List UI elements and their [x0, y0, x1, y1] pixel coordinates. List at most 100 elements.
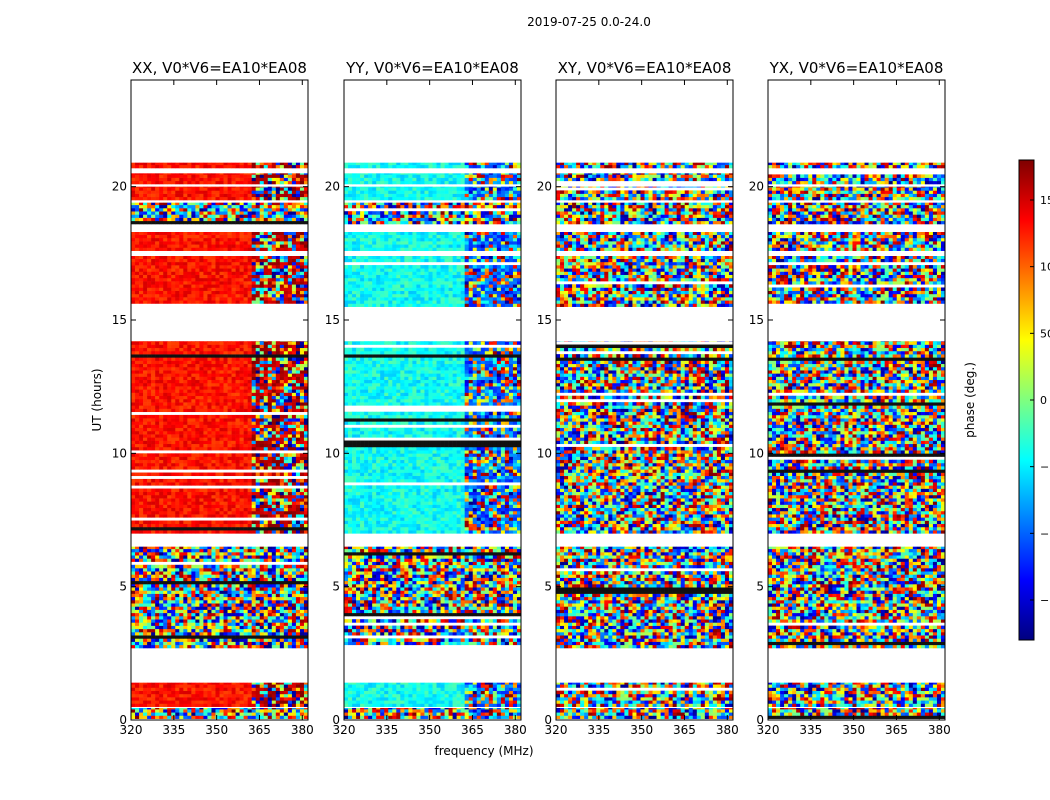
heatmap-cell — [203, 593, 208, 598]
heatmap-cell — [151, 580, 156, 585]
heatmap-cell — [235, 389, 240, 393]
heatmap-cell — [223, 287, 228, 291]
heatmap-cell — [215, 379, 220, 384]
heatmap-cell — [227, 494, 232, 499]
heatmap-cell — [303, 418, 309, 422]
heatmap-cell — [247, 693, 252, 698]
heatmap-cell — [215, 635, 220, 639]
heatmap-cell — [295, 548, 301, 553]
heatmap-cell — [187, 596, 192, 601]
heatmap-cell — [267, 684, 273, 688]
heatmap-cell — [219, 603, 224, 607]
heatmap-cell — [291, 284, 297, 288]
heatmap-cell — [203, 290, 208, 295]
heatmap-cell — [219, 261, 224, 266]
heatmap-cell — [183, 261, 188, 266]
heatmap-cell — [287, 709, 293, 713]
heatmap-cell — [259, 427, 265, 432]
heatmap-cell — [271, 546, 277, 550]
heatmap-cell — [163, 344, 168, 349]
heatmap-cell — [155, 644, 160, 649]
heatmap-cell — [179, 571, 184, 575]
heatmap-cell — [239, 386, 244, 390]
heatmap-cell — [143, 504, 148, 509]
heatmap-cell — [199, 277, 204, 282]
heatmap-cell — [207, 256, 212, 259]
heatmap-cell — [215, 247, 220, 251]
heatmap-cell — [283, 344, 289, 349]
heatmap-cell — [299, 491, 305, 496]
heatmap-cell — [295, 644, 301, 649]
heatmap-cell — [135, 386, 140, 390]
heatmap-cell — [159, 347, 164, 352]
heatmap-cell — [207, 703, 212, 707]
heatmap-cell — [223, 453, 228, 457]
heatmap-cell — [171, 350, 176, 355]
heatmap-cell — [283, 274, 289, 279]
heatmap-cell — [283, 552, 289, 556]
heatmap-cell — [195, 446, 200, 451]
heatmap-cell — [143, 281, 148, 285]
heatmap-cell — [275, 366, 281, 371]
heatmap-cell — [151, 382, 156, 387]
heatmap-cell — [187, 587, 192, 591]
heatmap-cell — [155, 609, 160, 614]
heatmap-cell — [191, 552, 196, 556]
heatmap-cell — [199, 258, 204, 263]
heatmap-cell — [251, 501, 256, 505]
heatmap-cell — [271, 632, 277, 636]
heatmap-cell — [259, 501, 265, 505]
heatmap-cell — [215, 382, 220, 387]
heatmap-cell — [223, 690, 228, 695]
heatmap-cell — [199, 682, 204, 685]
heatmap-cell — [159, 256, 164, 259]
heatmap-cell — [271, 603, 277, 607]
heatmap-cell — [223, 507, 228, 512]
heatmap-cell — [271, 568, 277, 572]
heatmap-cell — [199, 488, 204, 493]
heatmap-cell — [247, 715, 252, 719]
heatmap-cell — [183, 530, 188, 534]
heatmap-cell — [227, 256, 232, 259]
heatmap-cell — [163, 402, 168, 406]
heatmap-cell — [147, 552, 152, 556]
heatmap-cell — [275, 687, 281, 691]
heatmap-cell — [255, 600, 261, 604]
heatmap-cell — [159, 641, 164, 646]
heatmap-cell — [251, 271, 256, 275]
heatmap-cell — [231, 558, 236, 562]
heatmap-cell — [263, 418, 269, 422]
heatmap-cell — [159, 277, 164, 282]
heatmap-cell — [251, 587, 256, 591]
heatmap-cell — [215, 504, 220, 509]
heatmap-cell — [155, 354, 160, 358]
heatmap-cell — [195, 590, 200, 594]
heatmap-cell — [195, 357, 200, 361]
heatmap-cell — [235, 366, 240, 371]
heatmap-cell — [179, 478, 184, 483]
heatmap-cell — [175, 520, 180, 525]
heatmap-cell — [239, 402, 244, 406]
heatmap-cell — [147, 347, 152, 352]
heatmap-cell — [155, 258, 160, 263]
heatmap-cell — [139, 715, 144, 719]
heatmap-cell — [183, 379, 188, 384]
heatmap-cell — [267, 622, 273, 626]
heatmap-cell — [243, 395, 248, 400]
heatmap-cell — [247, 430, 252, 435]
heatmap-cell — [235, 437, 240, 441]
heatmap-cell — [155, 446, 160, 451]
heatmap-cell — [187, 644, 192, 649]
heatmap-cell — [207, 632, 212, 636]
heatmap-cell — [143, 548, 148, 553]
heatmap-cell — [179, 612, 184, 617]
heatmap-cell — [155, 379, 160, 384]
heatmap-cell — [163, 440, 168, 445]
heatmap-cell — [283, 373, 289, 377]
heatmap-cell — [223, 587, 228, 591]
heatmap-cell — [219, 268, 224, 272]
heatmap-cell — [203, 546, 208, 550]
heatmap-cell — [239, 514, 244, 518]
heatmap-cell — [275, 703, 281, 707]
heatmap-cell — [143, 715, 148, 719]
